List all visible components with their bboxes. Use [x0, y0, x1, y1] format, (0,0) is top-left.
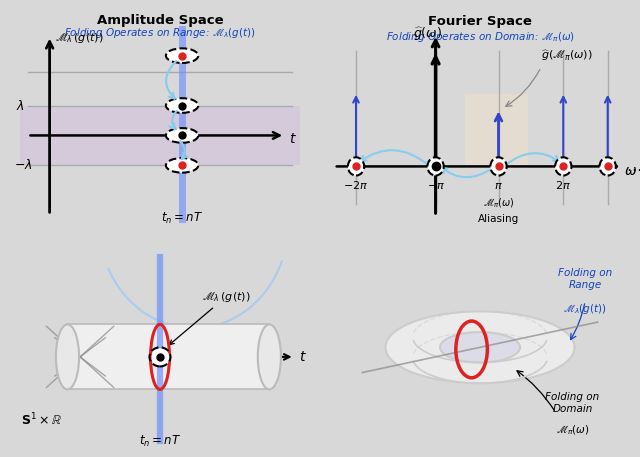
Text: $\widehat{g}(\mathscr{M}_\pi(\omega))$: $\widehat{g}(\mathscr{M}_\pi(\omega))$	[541, 48, 593, 63]
Text: $2\pi$: $2\pi$	[556, 179, 572, 191]
Text: Folding Operates on Range: $\mathscr{M}_\lambda(g(t))$: Folding Operates on Range: $\mathscr{M}_…	[64, 26, 256, 40]
Text: Folding on
Domain: Folding on Domain	[545, 392, 600, 414]
Text: Folding Operates on Domain: $\mathscr{M}_\pi(\omega)$: Folding Operates on Domain: $\mathscr{M}…	[385, 30, 575, 44]
Circle shape	[166, 128, 198, 143]
Bar	[20, 106, 300, 165]
Circle shape	[166, 158, 198, 173]
Circle shape	[166, 98, 198, 113]
Text: $\omega$: $\omega$	[625, 164, 637, 178]
Text: $\pi$: $\pi$	[494, 181, 503, 191]
Circle shape	[166, 48, 198, 63]
Circle shape	[490, 157, 507, 175]
Circle shape	[555, 157, 572, 175]
Text: $\mathscr{M}_\lambda(g(t))$: $\mathscr{M}_\lambda(g(t))$	[563, 302, 607, 316]
Text: Aliasing: Aliasing	[478, 214, 519, 224]
Text: Folding on
Range: Folding on Range	[558, 268, 612, 291]
Text: $t$: $t$	[299, 350, 307, 364]
Polygon shape	[440, 332, 520, 362]
Circle shape	[600, 157, 616, 175]
Text: $t$: $t$	[289, 132, 297, 146]
Text: $-\lambda$: $-\lambda$	[14, 159, 33, 172]
Text: $\lambda$: $\lambda$	[17, 99, 25, 112]
Bar	[67, 324, 269, 389]
Text: Amplitude Space: Amplitude Space	[97, 14, 223, 27]
Bar	[465, 94, 528, 169]
Text: $\mathbf{S}^1 \times \mathbb{R}$: $\mathbf{S}^1 \times \mathbb{R}$	[21, 412, 62, 429]
Text: $\mathscr{M}_\lambda\,(g(t))$: $\mathscr{M}_\lambda\,(g(t))$	[170, 290, 251, 345]
Polygon shape	[385, 311, 575, 383]
Circle shape	[348, 157, 364, 175]
Circle shape	[428, 157, 444, 175]
Text: $t_n = nT$: $t_n = nT$	[139, 434, 181, 449]
Text: $\mathscr{M}_\pi(\omega)$: $\mathscr{M}_\pi(\omega)$	[483, 196, 515, 210]
Ellipse shape	[258, 324, 281, 389]
Ellipse shape	[56, 324, 79, 389]
Text: $\mathscr{M}_\lambda\,(g(t))$: $\mathscr{M}_\lambda\,(g(t))$	[56, 31, 104, 45]
Text: $\widehat{g}(\omega)$: $\widehat{g}(\omega)$	[413, 26, 442, 43]
Text: $\cdots$: $\cdots$	[626, 161, 640, 176]
Text: $-\pi$: $-\pi$	[426, 181, 445, 191]
Text: $t_n = nT$: $t_n = nT$	[161, 211, 203, 226]
Text: Fourier Space: Fourier Space	[428, 16, 532, 28]
Text: $-2\pi$: $-2\pi$	[344, 179, 369, 191]
Text: $\mathscr{M}_\pi(\omega)$: $\mathscr{M}_\pi(\omega)$	[556, 424, 589, 437]
